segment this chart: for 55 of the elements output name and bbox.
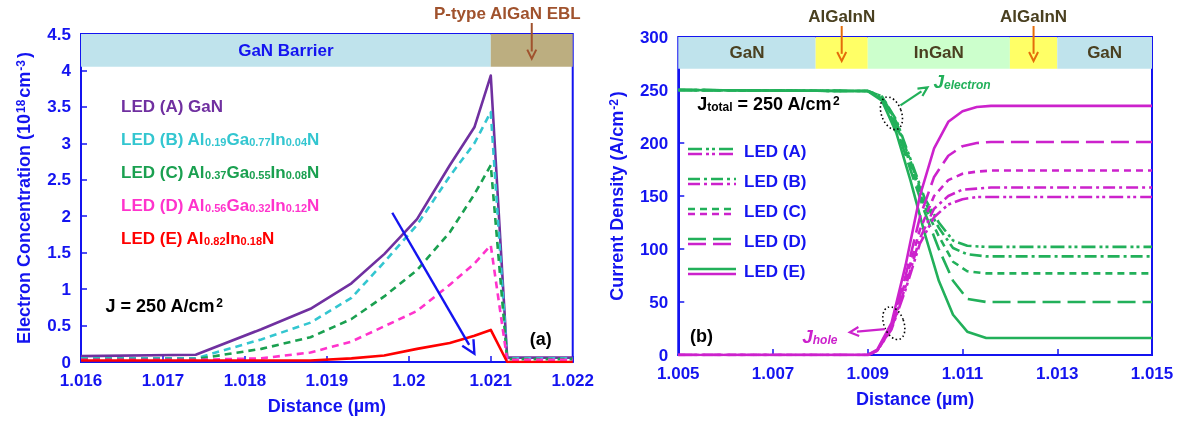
text: LED (A) GaN <box>121 96 223 116</box>
y-tick-label: 1.5 <box>47 243 71 263</box>
band-label: GaN <box>729 43 765 63</box>
x-tick-label: 1.005 <box>656 364 700 383</box>
y-tick-label: 200 <box>639 133 669 153</box>
band-label: InGaN <box>913 43 964 63</box>
band-label: P-type AlGaN EBL <box>433 4 581 23</box>
annotation: (b) <box>690 325 714 346</box>
x-tick-label: 1.016 <box>59 371 103 390</box>
band-label: AlGaInN <box>1000 7 1068 26</box>
y-tick-label: 0 <box>61 352 71 372</box>
x-tick-label: 1.013 <box>1035 364 1079 383</box>
x-tick-label: 1.021 <box>469 371 513 390</box>
x-tick-label: 1.009 <box>846 364 890 383</box>
y-tick-label: 2.5 <box>47 170 71 190</box>
band-label: AlGaInN <box>808 7 876 26</box>
y-tick-label: 3 <box>61 133 71 153</box>
y-tick-label: 4 <box>61 60 72 80</box>
y-tick-label: 0.5 <box>47 316 71 336</box>
legend-label: LED (E) <box>744 261 806 281</box>
text: LED (C) Al0.37Ga0.55In0.08N <box>121 162 320 182</box>
x-axis-title: Distance (µm) <box>855 388 975 409</box>
y-tick-label: 1 <box>61 279 71 299</box>
x-tick-label: 1.018 <box>223 371 267 390</box>
annotation: Jhole <box>802 325 838 347</box>
legend-label: LED (B) <box>744 171 807 191</box>
text: LED (D) Al0.56Ga0.32In0.12N <box>121 195 320 215</box>
x-tick-label: 1.02 <box>392 371 426 390</box>
x-tick-label: 1.017 <box>141 371 185 390</box>
legend-label: LED (A) <box>744 141 807 161</box>
y-tick-label: 2 <box>61 206 71 226</box>
text: LED (B) Al0.19Ga0.77In0.04N <box>121 129 320 149</box>
y-tick-label: 150 <box>639 186 669 206</box>
x-tick-label: 1.011 <box>941 364 984 383</box>
y-axis-title: Current Density (A/cm-2) <box>607 91 627 301</box>
annotation: Jelectron <box>933 70 991 92</box>
x-tick-label: 1.019 <box>305 371 349 390</box>
legend-label: LED (C) <box>744 201 807 221</box>
y-tick-label: 50 <box>649 292 669 312</box>
y-tick-label: 250 <box>639 80 669 100</box>
x-tick-label: 1.022 <box>551 371 594 390</box>
legend-label: LED (D) <box>744 231 807 251</box>
y-tick-label: 100 <box>639 239 669 259</box>
x-tick-label: 1.015 <box>1130 364 1174 383</box>
text: LED (E) Al0.82In0.18N <box>121 228 275 248</box>
y-tick-label: 3.5 <box>47 97 71 117</box>
y-tick-label: 300 <box>639 27 669 47</box>
band-label: GaN Barrier <box>238 40 334 60</box>
annotation: (a) <box>529 329 552 350</box>
band-label: GaN <box>1087 43 1123 63</box>
y-tick-label: 0 <box>658 345 669 365</box>
y-tick-label: 4.5 <box>47 24 71 44</box>
y-axis-title: Electron Concentration (1018cm-3) <box>14 51 34 345</box>
x-tick-label: 1.007 <box>751 364 795 383</box>
x-axis-title: Distance (µm) <box>267 395 387 416</box>
